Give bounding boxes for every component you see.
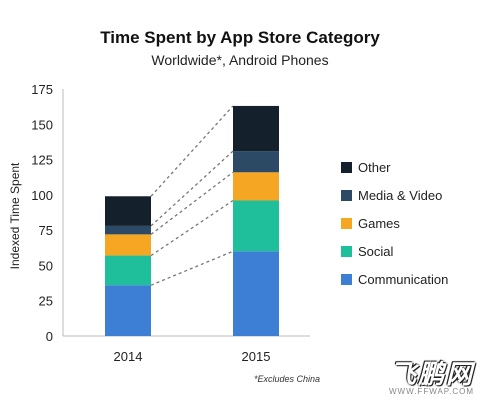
- connector-line: [150, 199, 234, 257]
- legend-swatch: [341, 217, 352, 229]
- bar-segment: [233, 151, 279, 173]
- legend-label: Other: [358, 159, 391, 175]
- x-tick-label: 2014: [114, 349, 143, 364]
- bar-segment: [233, 251, 279, 336]
- legend-swatch: [341, 189, 352, 201]
- y-tick-label: 0: [46, 329, 53, 344]
- y-tick-label: 25: [39, 294, 53, 309]
- legend: Other Media & Video Games Social Communicati…: [341, 158, 448, 298]
- chart-title: Time Spent by App Store Category: [100, 28, 380, 47]
- bar-segment: [233, 172, 279, 201]
- connector-line: [150, 250, 234, 286]
- bar-segment: [105, 196, 151, 226]
- legend-label: Games: [358, 215, 400, 231]
- bar-segment: [105, 225, 151, 235]
- legend-label: Media & Video: [358, 187, 443, 203]
- legend-swatch: [341, 161, 352, 173]
- bar-segment: [233, 200, 279, 252]
- legend-item: Games: [341, 214, 448, 232]
- legend-item: Other: [341, 158, 448, 176]
- legend-swatch: [341, 273, 352, 285]
- x-tick-label: 2015: [242, 349, 271, 364]
- legend-label: Social: [358, 243, 394, 259]
- legend-item: Communication: [341, 270, 448, 288]
- connector-line: [150, 171, 234, 235]
- y-tick-label: 150: [31, 117, 53, 132]
- connector-line: [150, 105, 234, 197]
- legend-swatch: [341, 245, 352, 257]
- watermark: 飞鹏网 WWW.FFWAP.COM: [389, 354, 474, 396]
- y-axis-label: Indexed Time Spent: [8, 162, 22, 269]
- y-tick-label: 75: [39, 223, 53, 238]
- connector-line: [150, 150, 234, 227]
- bar-segment: [105, 285, 151, 336]
- legend-label: Communication: [358, 271, 449, 287]
- y-tick-label: 100: [31, 188, 53, 203]
- legend-item: Social: [341, 242, 448, 260]
- watermark-logo: 飞鹏网: [389, 359, 474, 389]
- legend-item: Media & Video: [341, 186, 448, 204]
- y-tick-label: 125: [31, 153, 53, 168]
- bar-segment: [105, 234, 151, 256]
- footnote: *Excludes China: [254, 374, 321, 384]
- chart-subtitle: Worldwide*, Android Phones: [151, 52, 329, 68]
- watermark-url: WWW.FFWAP.COM: [389, 387, 474, 396]
- y-tick-label: 175: [31, 82, 53, 97]
- bar-segment: [105, 255, 151, 286]
- y-tick-label: 50: [39, 258, 53, 273]
- bar-segment: [233, 105, 279, 152]
